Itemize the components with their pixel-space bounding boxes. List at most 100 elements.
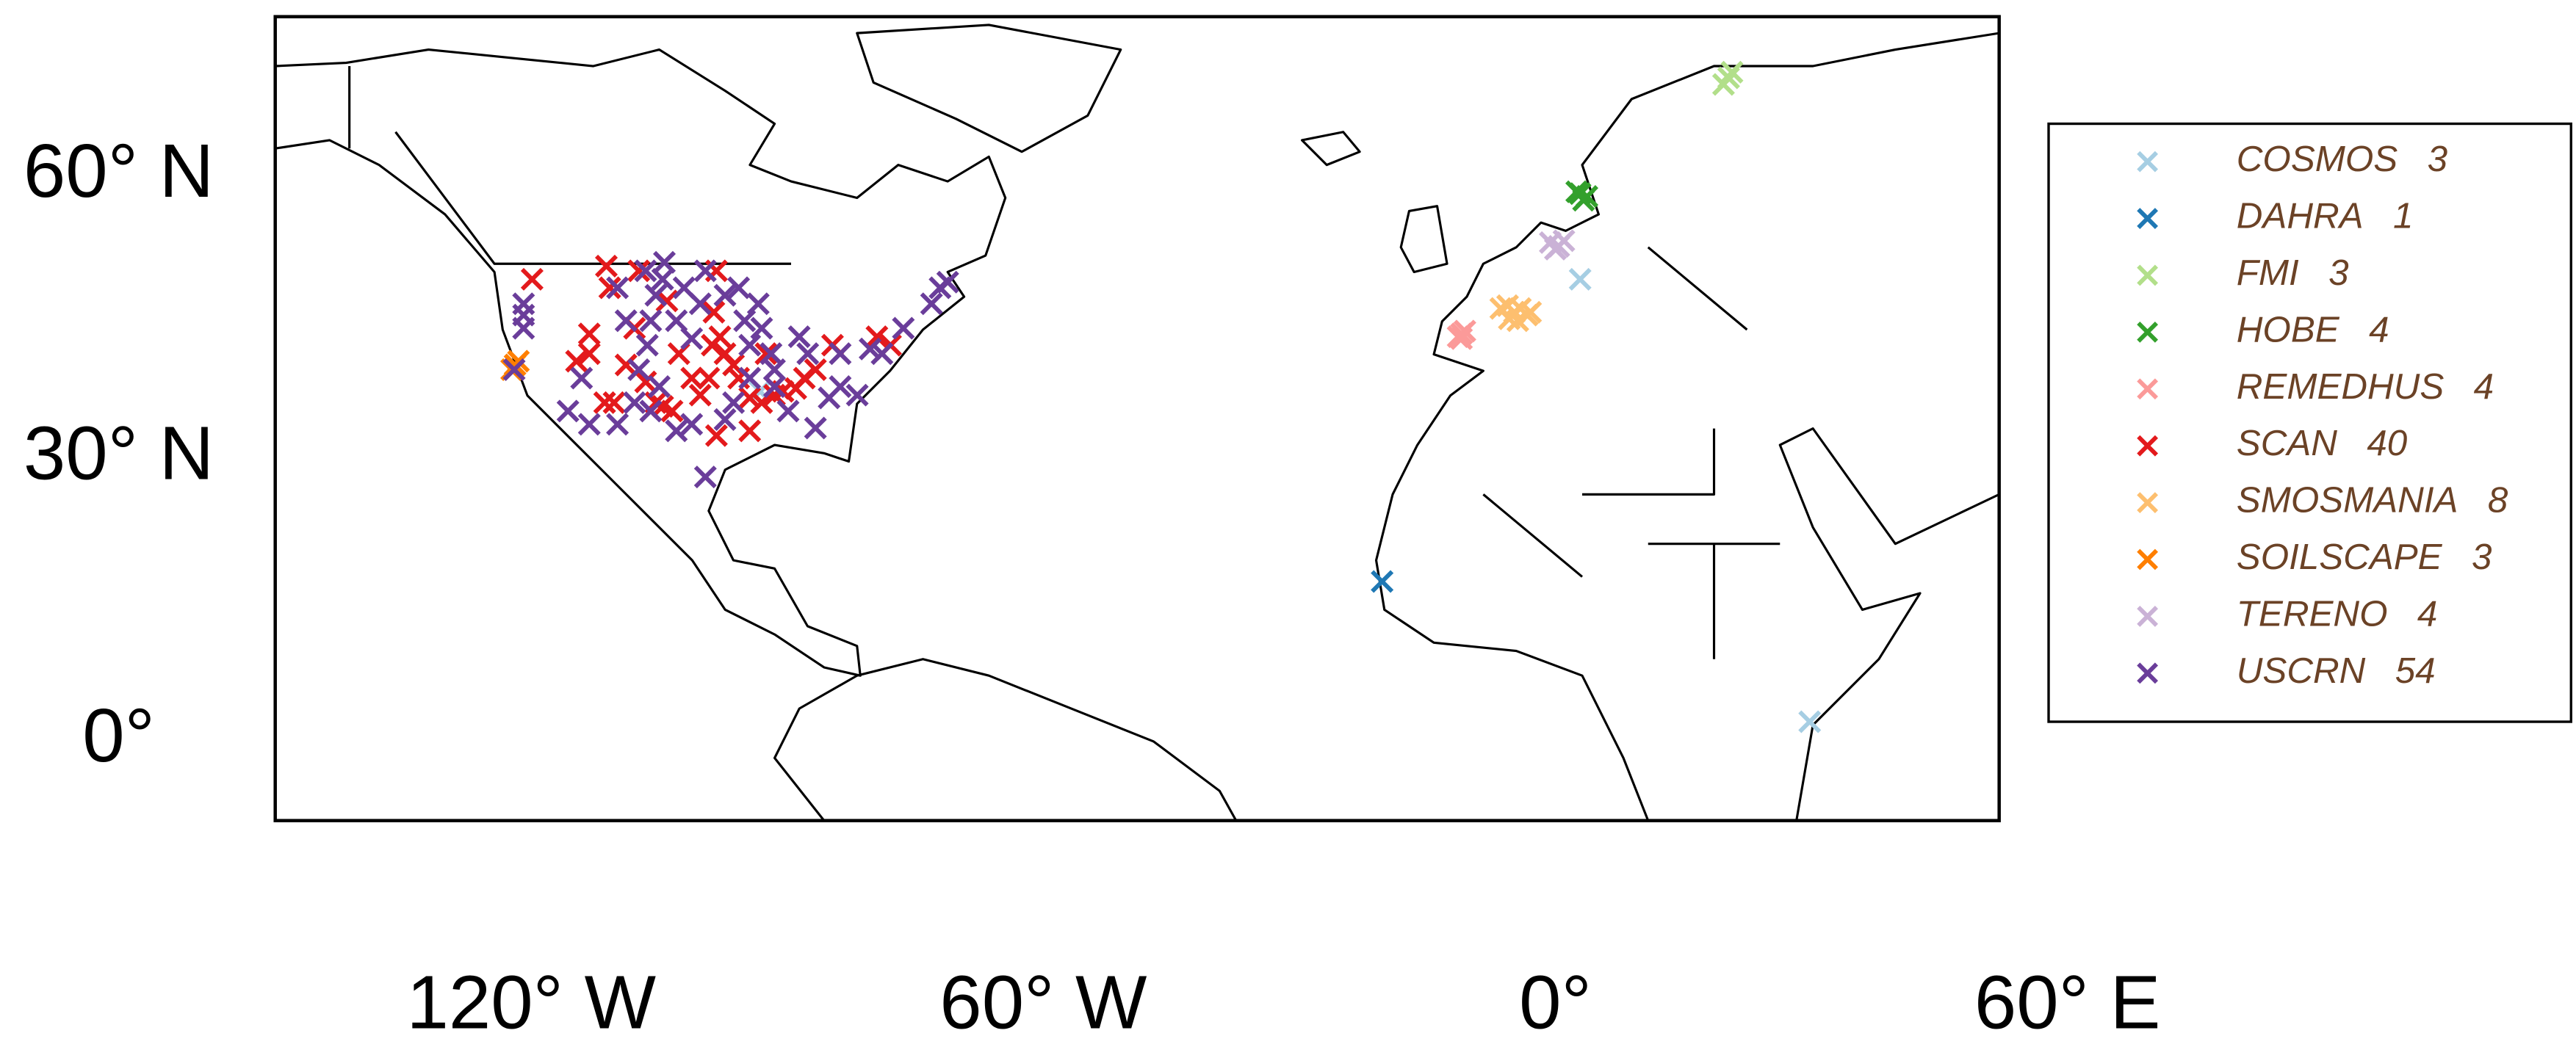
map-frame (273, 15, 2001, 822)
legend-name: HOBE (2237, 309, 2340, 349)
legend-count: 4 (2474, 366, 2494, 407)
x-tick-label: 60° E (1974, 960, 2161, 1045)
station-marker (1519, 300, 1543, 324)
legend-count: 3 (2472, 537, 2492, 577)
station-marker (644, 283, 668, 307)
station-marker (565, 349, 588, 373)
britain (1399, 205, 1448, 274)
coastlines (274, 23, 2001, 822)
station-marker (688, 383, 712, 407)
station-marker (652, 250, 677, 274)
legend-name: DAHRA (2237, 196, 2364, 236)
legend-name: SOILSCAPE (2237, 537, 2443, 577)
station-marker (665, 419, 688, 443)
station-marker (680, 327, 704, 350)
legend-name: COSMOS (2237, 139, 2398, 179)
station-marker (936, 270, 959, 294)
station-marker (520, 267, 544, 291)
station-marker (713, 407, 737, 431)
legend-box (2047, 122, 2572, 723)
legend-name: REMEDHUS (2237, 366, 2445, 407)
station-marker (762, 375, 786, 399)
legend-count: 3 (2328, 253, 2349, 293)
legend-entry: SOILSCAPE 3 (2237, 537, 2492, 577)
station-marker (787, 325, 811, 349)
station-marker (602, 391, 626, 414)
station-marker (754, 342, 778, 366)
station-marker (577, 322, 601, 346)
station-marker (594, 254, 618, 278)
legend-marker (2137, 151, 2159, 173)
station-marker (738, 386, 762, 410)
station-marker (639, 309, 663, 333)
station-marker (693, 465, 717, 489)
iceland (1301, 131, 1361, 167)
station-marker (702, 300, 726, 324)
station-marker (648, 375, 671, 399)
station-marker (1506, 309, 1529, 333)
station-marker (722, 391, 746, 414)
station-marker (704, 424, 728, 447)
station-marker (776, 399, 800, 423)
legend-marker (2137, 321, 2159, 343)
legend-marker (2137, 208, 2159, 229)
station-marker (1798, 710, 1822, 733)
station-marker (727, 276, 751, 300)
legend-marker (2137, 435, 2159, 457)
legend-entry: USCRN 54 (2237, 651, 2436, 691)
station-marker (1720, 60, 1744, 84)
borders (348, 66, 1781, 659)
legend-entry: REMEDHUS 4 (2237, 366, 2494, 407)
station-marker (556, 399, 580, 423)
station-marker (623, 391, 646, 414)
station-marker (829, 375, 852, 399)
station-marker (688, 292, 712, 316)
legend-count: 54 (2395, 651, 2436, 691)
legend-count: 40 (2367, 423, 2407, 463)
station-marker (627, 358, 651, 382)
station-marker (708, 325, 732, 349)
legend-name: SMOSMANIA (2237, 480, 2458, 521)
legend-entry: DAHRA 1 (2237, 196, 2414, 236)
station-marker (635, 333, 659, 357)
station-marker (804, 358, 827, 382)
station-marker (639, 399, 663, 423)
station-marker (722, 353, 746, 377)
station-marker (680, 413, 704, 436)
station-marker (859, 337, 882, 360)
station-marker (577, 342, 601, 366)
y-tick-label: 60° N (24, 128, 214, 213)
station-marker (750, 316, 773, 340)
legend-marker (2137, 492, 2159, 514)
legend-entry: FMI 3 (2237, 253, 2349, 293)
north-america (274, 48, 1007, 677)
markers (500, 60, 1822, 733)
y-tick-label: 0° (82, 693, 155, 778)
legend-name: FMI (2237, 253, 2299, 293)
station-marker (502, 358, 526, 382)
station-marker (606, 276, 629, 300)
station-marker (1543, 237, 1567, 261)
station-marker (577, 413, 601, 436)
station-marker (598, 276, 621, 300)
station-marker (693, 259, 717, 283)
greenland (856, 23, 1122, 153)
station-marker (746, 292, 770, 316)
legend-marker (2137, 606, 2159, 627)
legend-entry: COSMOS 3 (2237, 139, 2448, 179)
station-marker (738, 333, 762, 357)
station-marker (660, 399, 684, 423)
station-marker (1450, 327, 1473, 350)
x-tick-label: 60° W (939, 960, 1147, 1045)
station-marker (1568, 267, 1592, 291)
legend-count: 1 (2393, 196, 2413, 236)
station-marker (1371, 570, 1394, 593)
station-marker (680, 366, 704, 390)
x-tick-label: 0° (1519, 960, 1592, 1045)
station-marker (713, 283, 737, 307)
legend-count: 4 (2369, 309, 2389, 349)
station-marker (804, 416, 827, 440)
station-marker (920, 292, 943, 316)
station-marker (665, 309, 688, 333)
